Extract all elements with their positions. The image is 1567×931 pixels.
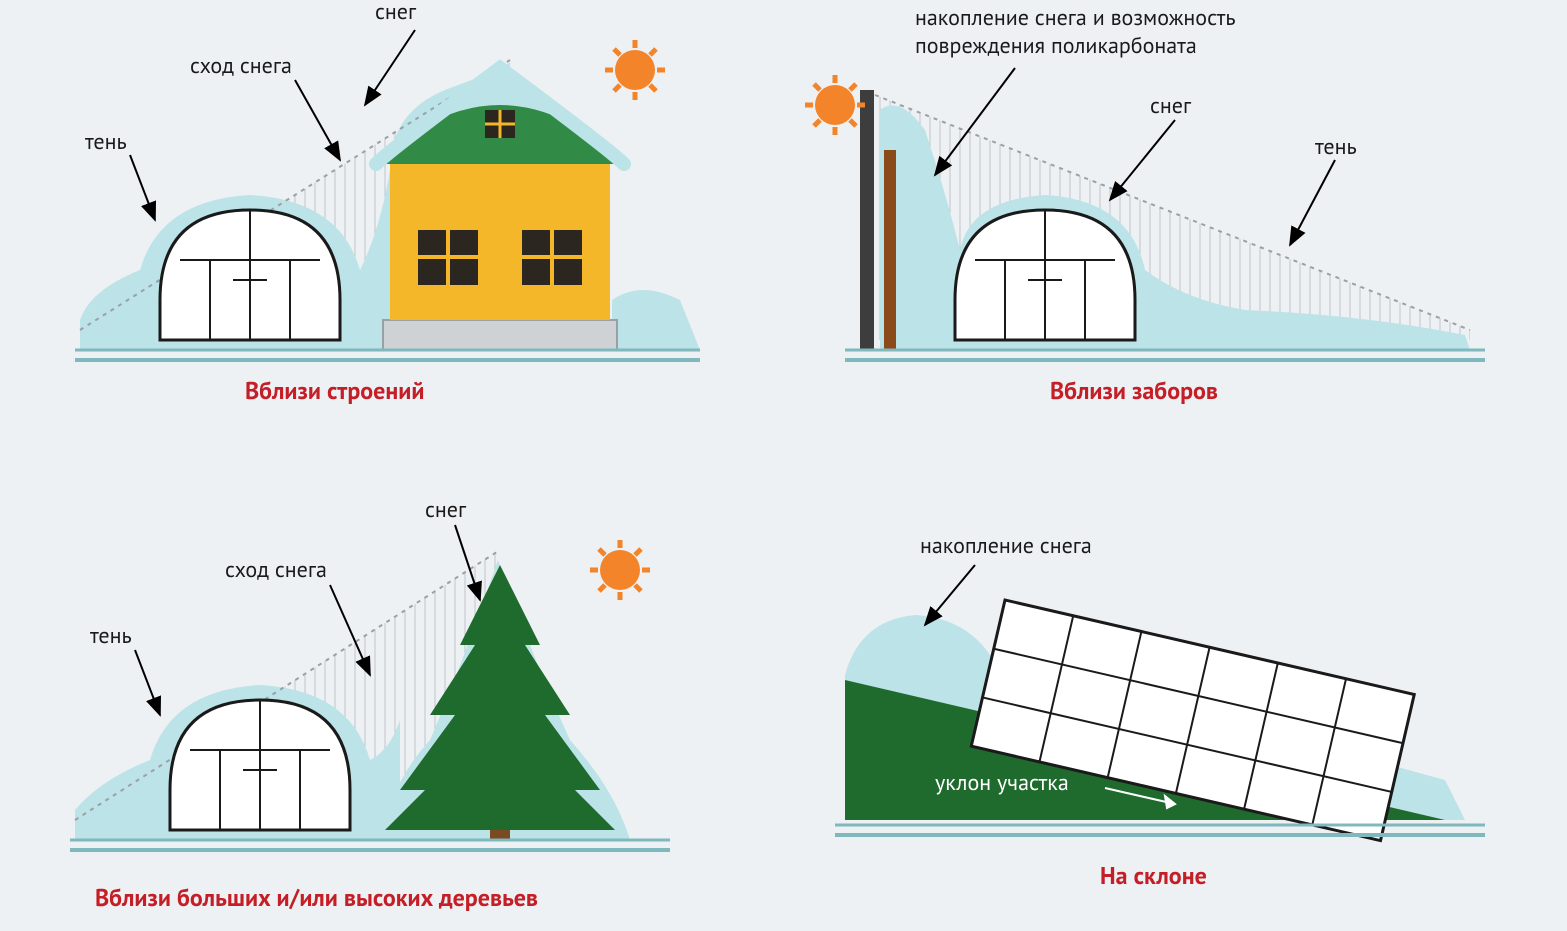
caption-near-fences: Вблизи заборов — [1050, 375, 1218, 406]
caption-near-buildings: Вблизи строений — [245, 375, 424, 406]
panel-on-slope: уклон участка накопление снега На склоне — [805, 490, 1545, 930]
label-snow-slide: сход снега — [190, 52, 292, 80]
caption-near-trees: Вблизи больших и/или высоких деревьев — [95, 882, 538, 913]
sun-icon — [805, 75, 865, 135]
panel-near-fences: накопление снега и возможность поврежден… — [805, 0, 1545, 420]
label-snow: снег — [375, 0, 416, 26]
greenhouse-icon — [955, 210, 1135, 340]
label-snow-slide: сход снега — [225, 556, 327, 584]
label-shade: тень — [85, 128, 127, 156]
panel-near-buildings-svg — [30, 0, 730, 420]
house-icon — [376, 66, 624, 350]
label-shade: тень — [1315, 133, 1357, 161]
panel-near-trees-svg — [30, 490, 730, 930]
label-snow: снег — [1150, 92, 1191, 120]
label-snow: снег — [425, 496, 466, 524]
sun-icon — [605, 40, 665, 100]
greenhouse-icon — [160, 210, 340, 340]
label-accumulation: накопление снега — [920, 532, 1092, 560]
slope-text: уклон участка — [935, 769, 1069, 797]
panel-near-trees: снег сход снега тень Вблизи больших и/ил… — [30, 490, 730, 930]
caption-on-slope: На склоне — [1100, 860, 1207, 891]
label-shade: тень — [90, 622, 132, 650]
sun-icon — [590, 540, 650, 600]
panel-near-fences-svg — [805, 0, 1545, 420]
greenhouse-icon — [170, 700, 350, 830]
label-accumulation: накопление снега и возможность поврежден… — [915, 5, 1345, 60]
panel-near-buildings: снег сход снега тень Вблизи строений — [30, 0, 730, 420]
